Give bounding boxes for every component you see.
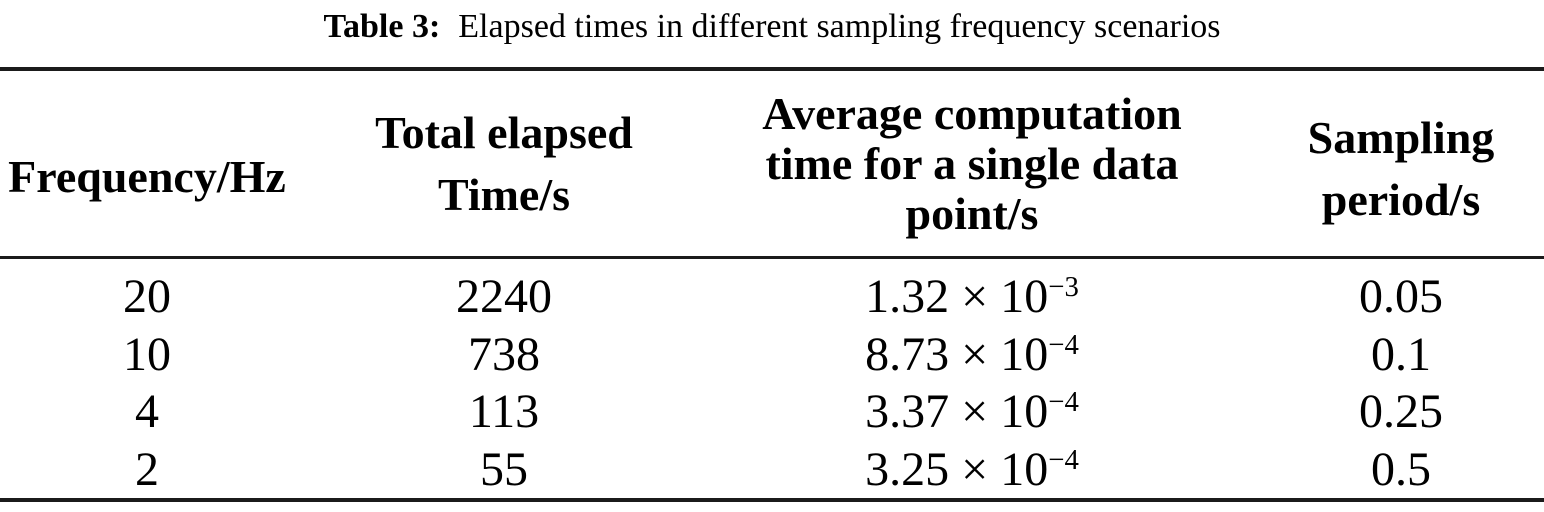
avg-time-exponent: −4 <box>1048 328 1079 361</box>
cell-sampling-period: 0.1 <box>1371 327 1431 381</box>
table-row: 2 55 3.25 × 10−4 0.5 <box>0 441 1544 499</box>
caption-text: Elapsed times in different sampling freq… <box>458 8 1221 45</box>
header-line: Sampling <box>1307 111 1495 163</box>
cell-sampling-period: 0.25 <box>1359 385 1443 439</box>
col-header-sampling-period: Sampling period/s <box>1230 97 1544 231</box>
table-caption: Table 3: Elapsed times in different sampl… <box>0 0 1544 67</box>
cell-sampling-period: 0.5 <box>1371 442 1431 496</box>
elapsed-times-table: Frequency/Hz Total elapsed Time/s Averag… <box>0 67 1544 502</box>
avg-time-base: 3.25 × 10 <box>865 442 1049 496</box>
header-line: point/s <box>905 187 1039 239</box>
avg-time-exponent: −4 <box>1048 443 1079 476</box>
avg-time-base: 1.32 × 10 <box>865 270 1049 324</box>
cell-frequency: 10 <box>123 327 171 381</box>
cell-frequency: 4 <box>135 385 159 439</box>
table-top-rule <box>0 67 1544 71</box>
header-line: Frequency/Hz <box>8 150 286 202</box>
cell-avg-computation-time: 1.32 × 10−3 <box>714 269 1230 324</box>
header-line: Total elapsed <box>375 106 633 158</box>
cell-total-time: 113 <box>468 385 540 439</box>
avg-time-base: 3.37 × 10 <box>865 385 1049 439</box>
col-header-avg-computation-time: Average computation time for a single da… <box>714 87 1230 239</box>
col-header-total-elapsed-time: Total elapsed Time/s <box>294 102 714 226</box>
cell-avg-computation-time: 3.37 × 10−4 <box>714 384 1230 439</box>
header-line: Time/s <box>437 168 571 220</box>
header-line: period/s <box>1321 173 1481 225</box>
avg-time-exponent: −4 <box>1048 386 1079 419</box>
header-line: Average computation <box>762 87 1182 139</box>
table-header-row: Frequency/Hz Total elapsed Time/s Averag… <box>0 71 1544 256</box>
cell-total-time: 55 <box>480 442 528 496</box>
avg-time-exponent: −3 <box>1048 271 1079 304</box>
table-row: 4 113 3.37 × 10−4 0.25 <box>0 383 1544 441</box>
cell-frequency: 2 <box>135 442 159 496</box>
cell-avg-computation-time: 8.73 × 10−4 <box>714 327 1230 382</box>
table-row: 10 738 8.73 × 10−4 0.1 <box>0 326 1544 384</box>
cell-avg-computation-time: 3.25 × 10−4 <box>714 442 1230 497</box>
cell-total-time: 2240 <box>456 270 552 324</box>
table-mid-rule <box>0 256 1544 259</box>
cell-frequency: 20 <box>123 270 171 324</box>
table-body: 20 2240 1.32 × 10−3 0.05 10 738 8.73 × 1… <box>0 259 1544 498</box>
caption-label: Table 3: <box>323 8 441 45</box>
cell-total-time: 738 <box>468 327 540 381</box>
col-header-frequency: Frequency/Hz <box>0 126 294 202</box>
avg-time-base: 8.73 × 10 <box>865 327 1049 381</box>
header-line: time for a single data <box>765 137 1179 189</box>
table-bottom-rule <box>0 498 1544 502</box>
table-row: 20 2240 1.32 × 10−3 0.05 <box>0 268 1544 326</box>
cell-sampling-period: 0.05 <box>1359 270 1443 324</box>
